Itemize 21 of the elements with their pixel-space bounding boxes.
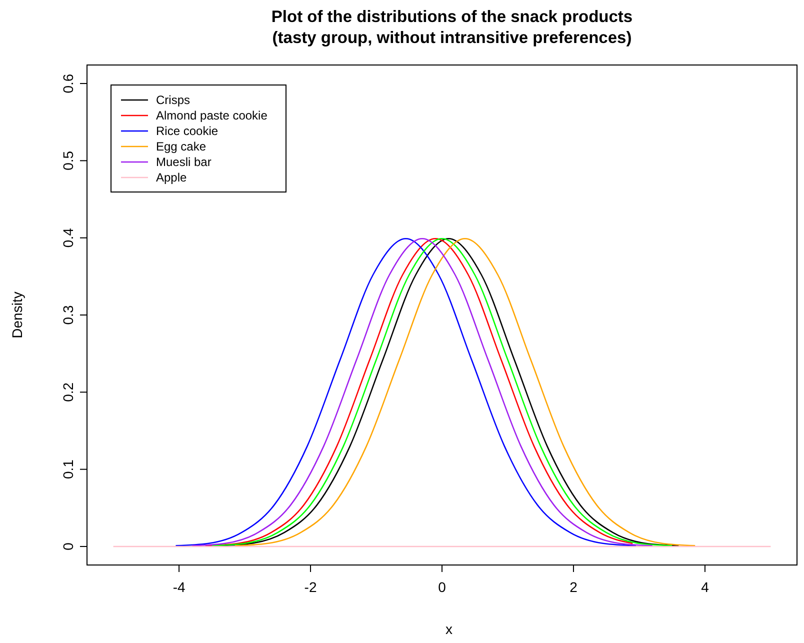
y-tick-label: 0 [60, 542, 76, 550]
y-tick-label: 0.6 [60, 74, 76, 94]
legend-label: Crisps [156, 93, 190, 107]
y-axis-title: Density [9, 292, 25, 338]
chart-title: Plot of the distributions of the snack products (tasty group, without intransitive preferences) [271, 8, 633, 47]
x-tick-label: 4 [701, 578, 710, 595]
legend-label: Egg cake [156, 140, 206, 154]
y-tick-label: 0.1 [60, 459, 76, 480]
y-tick-label: 0.3 [60, 305, 76, 325]
y-tick-label: 0.4 [60, 228, 76, 248]
x-axis-title: x [446, 621, 452, 637]
x-tick-label: -4 [172, 578, 186, 595]
legend-label: Almond paste cookie [156, 108, 268, 122]
x-tick-label: 0 [438, 578, 446, 595]
y-tick-label: 0.2 [60, 382, 76, 402]
legend-label: Muesli bar [156, 155, 212, 169]
legend-label: Rice cookie [156, 124, 218, 138]
y-tick-label: 0.5 [60, 150, 76, 170]
x-tick-label: -2 [304, 578, 317, 595]
x-tick-label: 2 [570, 578, 578, 595]
legend-label: Apple [156, 170, 188, 184]
